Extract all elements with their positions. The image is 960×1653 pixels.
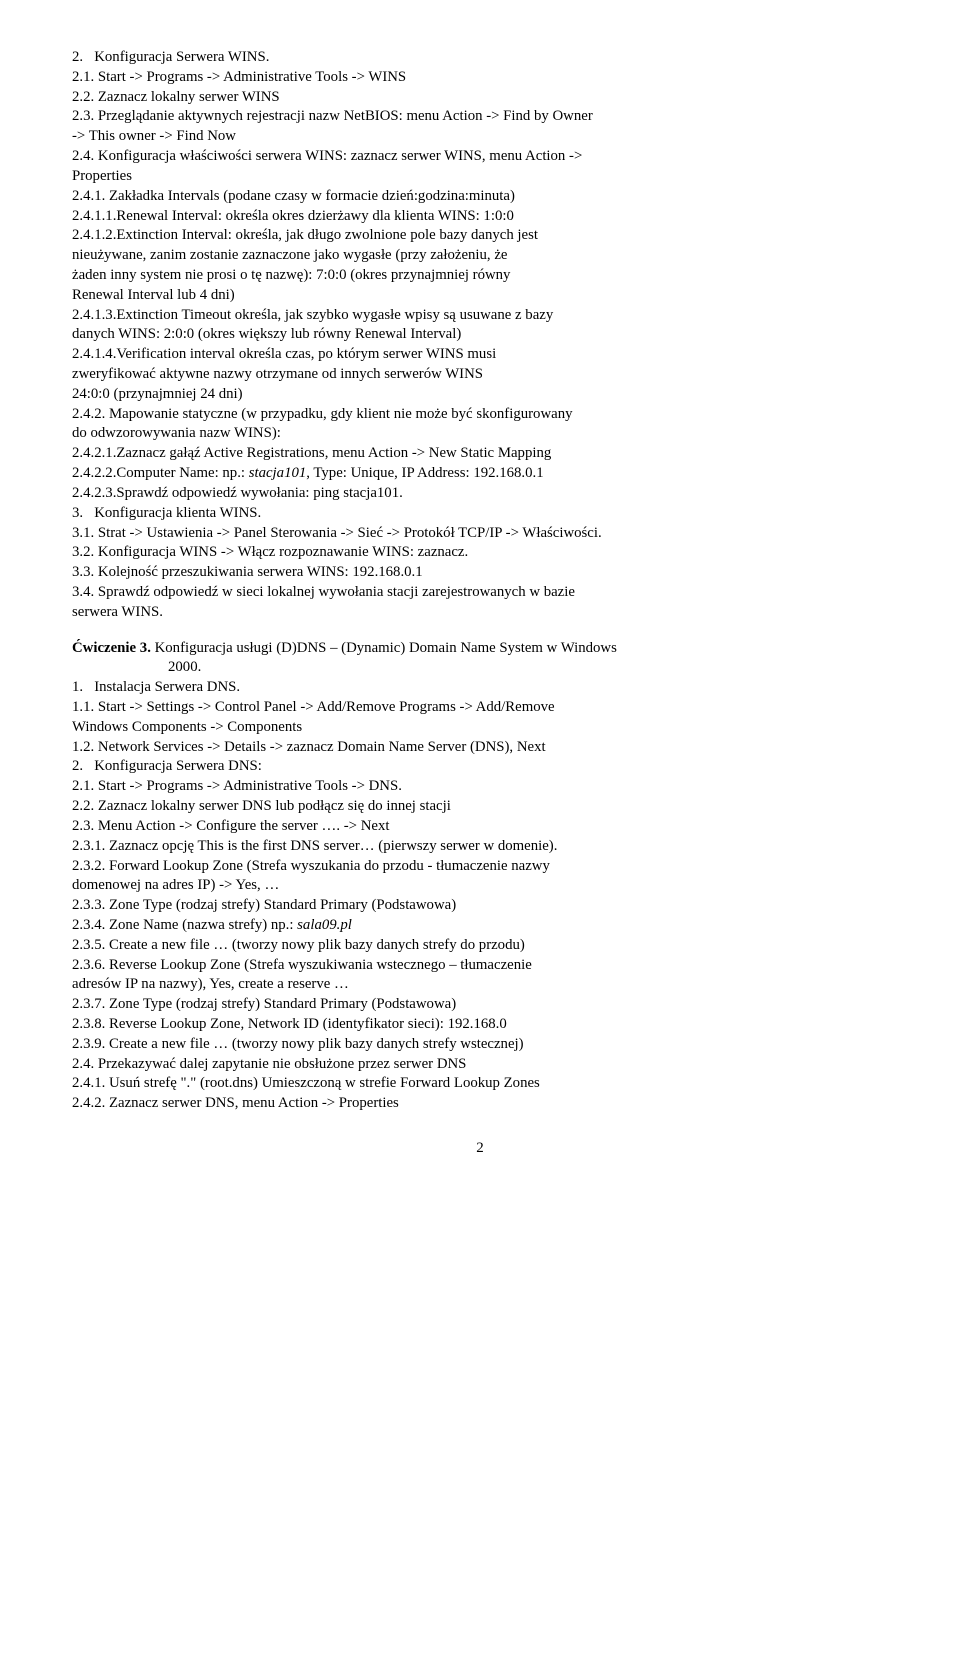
item-3-3: 3.3. Kolejność przeszukiwania serwera WI…	[72, 563, 888, 583]
ex3-item-2-3-7: 2.3.7. Zone Type (rodzaj strefy) Standar…	[72, 995, 888, 1015]
item-2-4-1-2-c: żaden inny system nie prosi o tę nazwę):…	[72, 266, 888, 286]
item-3-4-a: 3.4. Sprawdź odpowiedź w sieci lokalnej …	[72, 583, 888, 603]
exercise-3-heading-line2: 2000.	[168, 658, 888, 678]
ex3-item-2-3-6-a: 2.3.6. Reverse Lookup Zone (Strefa wyszu…	[72, 956, 888, 976]
text-b: sala09.pl	[297, 917, 352, 933]
item-2-4-1-4-a: 2.4.1.4.Verification interval określa cz…	[72, 345, 888, 365]
item-2-4-2-a: 2.4.2. Mapowanie statyczne (w przypadku,…	[72, 405, 888, 425]
ex3-item-2-4-2: 2.4.2. Zaznacz serwer DNS, menu Action -…	[72, 1094, 888, 1114]
ex3-item-2-1: 2.1. Start -> Programs -> Administrative…	[72, 777, 888, 797]
item-3-2: 3.2. Konfiguracja WINS -> Włącz rozpozna…	[72, 543, 888, 563]
item-2-4-2-3: 2.4.2.3.Sprawdź odpowiedź wywołania: pin…	[72, 484, 888, 504]
text-a: 2.3.4. Zone Name (nazwa strefy) np.:	[72, 917, 297, 933]
item-2-4-2-2: 2.4.2.2.Computer Name: np.: stacja101, T…	[72, 464, 888, 484]
title: Konfiguracja Serwera WINS.	[94, 49, 269, 65]
ex3-item-2-3-5: 2.3.5. Create a new file … (tworzy nowy …	[72, 936, 888, 956]
ex3-item-2-3-8: 2.3.8. Reverse Lookup Zone, Network ID (…	[72, 1015, 888, 1035]
ex3-section-1-heading: 1. Instalacja Serwera DNS.	[72, 678, 888, 698]
ex3-bold: Ćwiczenie 3.	[72, 640, 151, 656]
page-number: 2	[72, 1138, 888, 1158]
title: Instalacja Serwera DNS.	[94, 679, 240, 695]
item-2-4-2-b: do odwzorowywania nazw WINS):	[72, 424, 888, 444]
ex3-section-2-heading: 2. Konfiguracja Serwera DNS:	[72, 757, 888, 777]
ex3-item-2-4: 2.4. Przekazywać dalej zapytanie nie obs…	[72, 1055, 888, 1075]
item-2-1: 2.1. Start -> Programs -> Administrative…	[72, 68, 888, 88]
title: Konfiguracja klienta WINS.	[94, 505, 261, 521]
item-2-2: 2.2. Zaznacz lokalny serwer WINS	[72, 88, 888, 108]
ex3-item-2-3-1: 2.3.1. Zaznacz opcję This is the first D…	[72, 837, 888, 857]
num: 2.	[72, 49, 83, 65]
text-c: , Type: Unique, IP Address: 192.168.0.1	[306, 465, 543, 481]
ex3-item-2-4-1: 2.4.1. Usuń strefę "." (root.dns) Umiesz…	[72, 1074, 888, 1094]
ex3-item-2-2: 2.2. Zaznacz lokalny serwer DNS lub podł…	[72, 797, 888, 817]
text-b: stacja101	[249, 465, 307, 481]
item-2-4-b: Properties	[72, 167, 888, 187]
ex3-item-1-1-a: 1.1. Start -> Settings -> Control Panel …	[72, 698, 888, 718]
ex3-item-2-3-9: 2.3.9. Create a new file … (tworzy nowy …	[72, 1035, 888, 1055]
exercise-3-heading-line1: Ćwiczenie 3. Konfiguracja usługi (D)DNS …	[72, 639, 888, 659]
item-2-4-1-3-a: 2.4.1.3.Extinction Timeout określa, jak …	[72, 306, 888, 326]
ex3-item-2-3-2-b: domenowej na adres IP) -> Yes, …	[72, 876, 888, 896]
section-2-heading: 2. Konfiguracja Serwera WINS.	[72, 48, 888, 68]
ex3-item-2-3-4: 2.3.4. Zone Name (nazwa strefy) np.: sal…	[72, 916, 888, 936]
item-2-3-a: 2.3. Przeglądanie aktywnych rejestracji …	[72, 107, 888, 127]
text-a: 2.4.2.2.Computer Name: np.:	[72, 465, 249, 481]
item-2-3-b: -> This owner -> Find Now	[72, 127, 888, 147]
section-3-heading: 3. Konfiguracja klienta WINS.	[72, 504, 888, 524]
ex3-item-2-3-6-b: adresów IP na nazwy), Yes, create a rese…	[72, 975, 888, 995]
item-2-4-1-2-d: Renewal Interval lub 4 dni)	[72, 286, 888, 306]
ex3-item-2-3: 2.3. Menu Action -> Configure the server…	[72, 817, 888, 837]
ex3-item-2-3-3: 2.3.3. Zone Type (rodzaj strefy) Standar…	[72, 896, 888, 916]
ex3-item-1-1-b: Windows Components -> Components	[72, 718, 888, 738]
item-2-4-1-2-b: nieużywane, zanim zostanie zaznaczone ja…	[72, 246, 888, 266]
item-2-4-1-1: 2.4.1.1.Renewal Interval: określa okres …	[72, 207, 888, 227]
item-3-1: 3.1. Strat -> Ustawienia -> Panel Sterow…	[72, 524, 888, 544]
ex3-rest: Konfiguracja usługi (D)DNS – (Dynamic) D…	[151, 640, 617, 656]
item-3-4-b: serwera WINS.	[72, 603, 888, 623]
item-2-4-1-4-c: 24:0:0 (przynajmniej 24 dni)	[72, 385, 888, 405]
num: 2.	[72, 758, 83, 774]
item-2-4-a: 2.4. Konfiguracja właściwości serwera WI…	[72, 147, 888, 167]
item-2-4-1: 2.4.1. Zakładka Intervals (podane czasy …	[72, 187, 888, 207]
item-2-4-1-3-b: danych WINS: 2:0:0 (okres większy lub ró…	[72, 325, 888, 345]
item-2-4-1-2-a: 2.4.1.2.Extinction Interval: określa, ja…	[72, 226, 888, 246]
title: Konfiguracja Serwera DNS:	[94, 758, 262, 774]
ex3-item-2-3-2-a: 2.3.2. Forward Lookup Zone (Strefa wyszu…	[72, 857, 888, 877]
item-2-4-2-1: 2.4.2.1.Zaznacz gałąź Active Registratio…	[72, 444, 888, 464]
num: 1.	[72, 679, 83, 695]
num: 3.	[72, 505, 83, 521]
ex3-item-1-2: 1.2. Network Services -> Details -> zazn…	[72, 738, 888, 758]
item-2-4-1-4-b: zweryfikować aktywne nazwy otrzymane od …	[72, 365, 888, 385]
